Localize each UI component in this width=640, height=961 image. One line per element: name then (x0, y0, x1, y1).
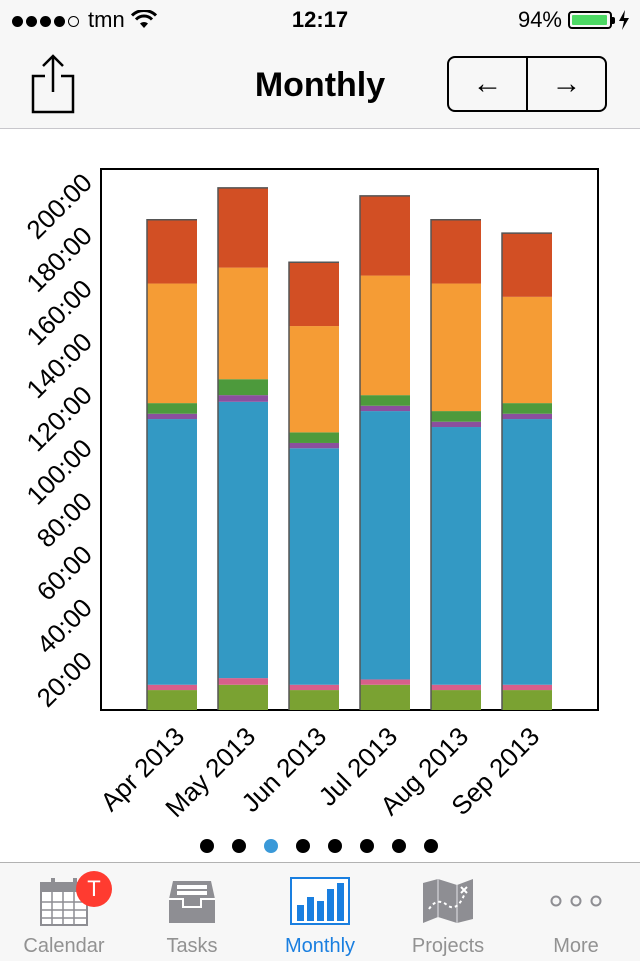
bar-segment (502, 296, 552, 404)
bar-outline (501, 232, 552, 710)
signal-strength-icon (12, 7, 82, 33)
charging-bolt-icon (619, 10, 629, 30)
bar-segment (147, 413, 197, 420)
bar-segment (360, 405, 410, 412)
clock: 12:17 (291, 7, 349, 32)
bars (146, 187, 552, 710)
page-dot[interactable] (296, 839, 310, 853)
bar-segment (289, 448, 339, 685)
bar-segment (431, 411, 481, 422)
bar-chart-icon (290, 877, 350, 925)
carrier-signal: tmn (12, 7, 157, 33)
tab-label: Tasks (166, 935, 218, 957)
page-indicator[interactable] (200, 839, 438, 853)
navigation-bar: Monthly ← → (0, 40, 640, 129)
bar-segment (360, 275, 410, 396)
bar-segment (289, 326, 339, 433)
bar-segment (502, 690, 552, 710)
bar-segment (147, 403, 197, 414)
bar-segment (502, 233, 552, 297)
tab-tasks[interactable]: Tasks (128, 863, 256, 961)
carrier-name: tmn (88, 7, 125, 32)
tab-label: Projects (411, 935, 485, 957)
more-dots-icon (550, 895, 602, 907)
bar-segment (289, 262, 339, 327)
bar-segment (147, 684, 197, 691)
bar-segment (431, 684, 481, 691)
bar-segment (431, 219, 481, 284)
previous-period-button[interactable]: ← (449, 58, 528, 110)
bar-segment (502, 684, 552, 691)
tab-more[interactable]: More (512, 863, 640, 961)
bar-segment (147, 690, 197, 710)
bar-segment (502, 413, 552, 420)
bar-outline (217, 187, 268, 710)
bar-segment (360, 395, 410, 406)
bar-segment (289, 684, 339, 691)
bar-segment (147, 283, 197, 404)
bar-segment (218, 395, 268, 402)
y-axis-ticks: 20:0040:0060:0080:00100:00120:00140:0016… (20, 167, 97, 712)
page-dot[interactable] (328, 839, 342, 853)
bar-segment (147, 219, 197, 284)
page-dot[interactable] (232, 839, 246, 853)
tab-calendar[interactable]: T Calendar (0, 863, 128, 961)
inbox-tray-icon (169, 881, 215, 923)
arrow-right-icon: → (551, 67, 582, 100)
page-dot[interactable] (424, 839, 438, 853)
battery-percent: 94% (517, 7, 562, 32)
bar-segment (289, 442, 339, 449)
page-dot[interactable] (360, 839, 374, 853)
bar-segment (289, 432, 339, 443)
bar-segment (431, 427, 481, 685)
bar-segment (431, 421, 481, 428)
monthly-stacked-bar-chart: 20:0040:0060:0080:00100:00120:00140:0016… (20, 167, 599, 823)
tab-label: More (553, 935, 599, 957)
tab-projects[interactable]: Projects (384, 863, 512, 961)
bar-segment (218, 678, 268, 685)
bar-outline (288, 261, 339, 710)
bar-segment (431, 690, 481, 710)
bar-segment (360, 684, 410, 710)
bar-segment (218, 267, 268, 380)
bar-segment (218, 401, 268, 679)
share-icon[interactable] (28, 54, 78, 114)
tab-label: Calendar (23, 935, 105, 957)
map-icon (423, 879, 473, 923)
bar-segment (360, 411, 410, 680)
tab-bar: T Calendar Tasks Monthly Projects (0, 862, 640, 961)
bar-outline (359, 195, 410, 710)
bar-outline (146, 219, 197, 710)
page-dot[interactable] (264, 839, 278, 853)
bar-segment (289, 690, 339, 710)
bar-outline (430, 219, 481, 710)
page-dot[interactable] (200, 839, 214, 853)
tab-label: Monthly (284, 935, 356, 957)
wifi-icon (130, 10, 157, 28)
bar-segment (218, 684, 268, 710)
battery-status: 94% (518, 7, 630, 33)
page-dot[interactable] (392, 839, 406, 853)
period-navigator: ← → (447, 56, 607, 112)
status-bar: tmn 12:17 94% (0, 0, 640, 40)
bar-segment (502, 419, 552, 685)
bar-segment (431, 283, 481, 412)
page-title: Monthly (254, 66, 386, 104)
battery-icon (568, 11, 615, 29)
bar-segment (502, 403, 552, 414)
tab-monthly[interactable]: Monthly (256, 863, 384, 961)
y-tick-label: 20:00 (31, 646, 98, 713)
y-tick-label: 40:00 (31, 592, 98, 659)
y-tick-label: 60:00 (31, 539, 98, 606)
bar-segment (218, 379, 268, 396)
bar-segment (360, 195, 410, 276)
bar-segment (147, 419, 197, 685)
notification-badge: T (76, 871, 112, 907)
bar-segment (360, 679, 410, 685)
bar-segment (218, 187, 268, 268)
arrow-left-icon: ← (472, 67, 503, 100)
next-period-button[interactable]: → (528, 58, 605, 110)
